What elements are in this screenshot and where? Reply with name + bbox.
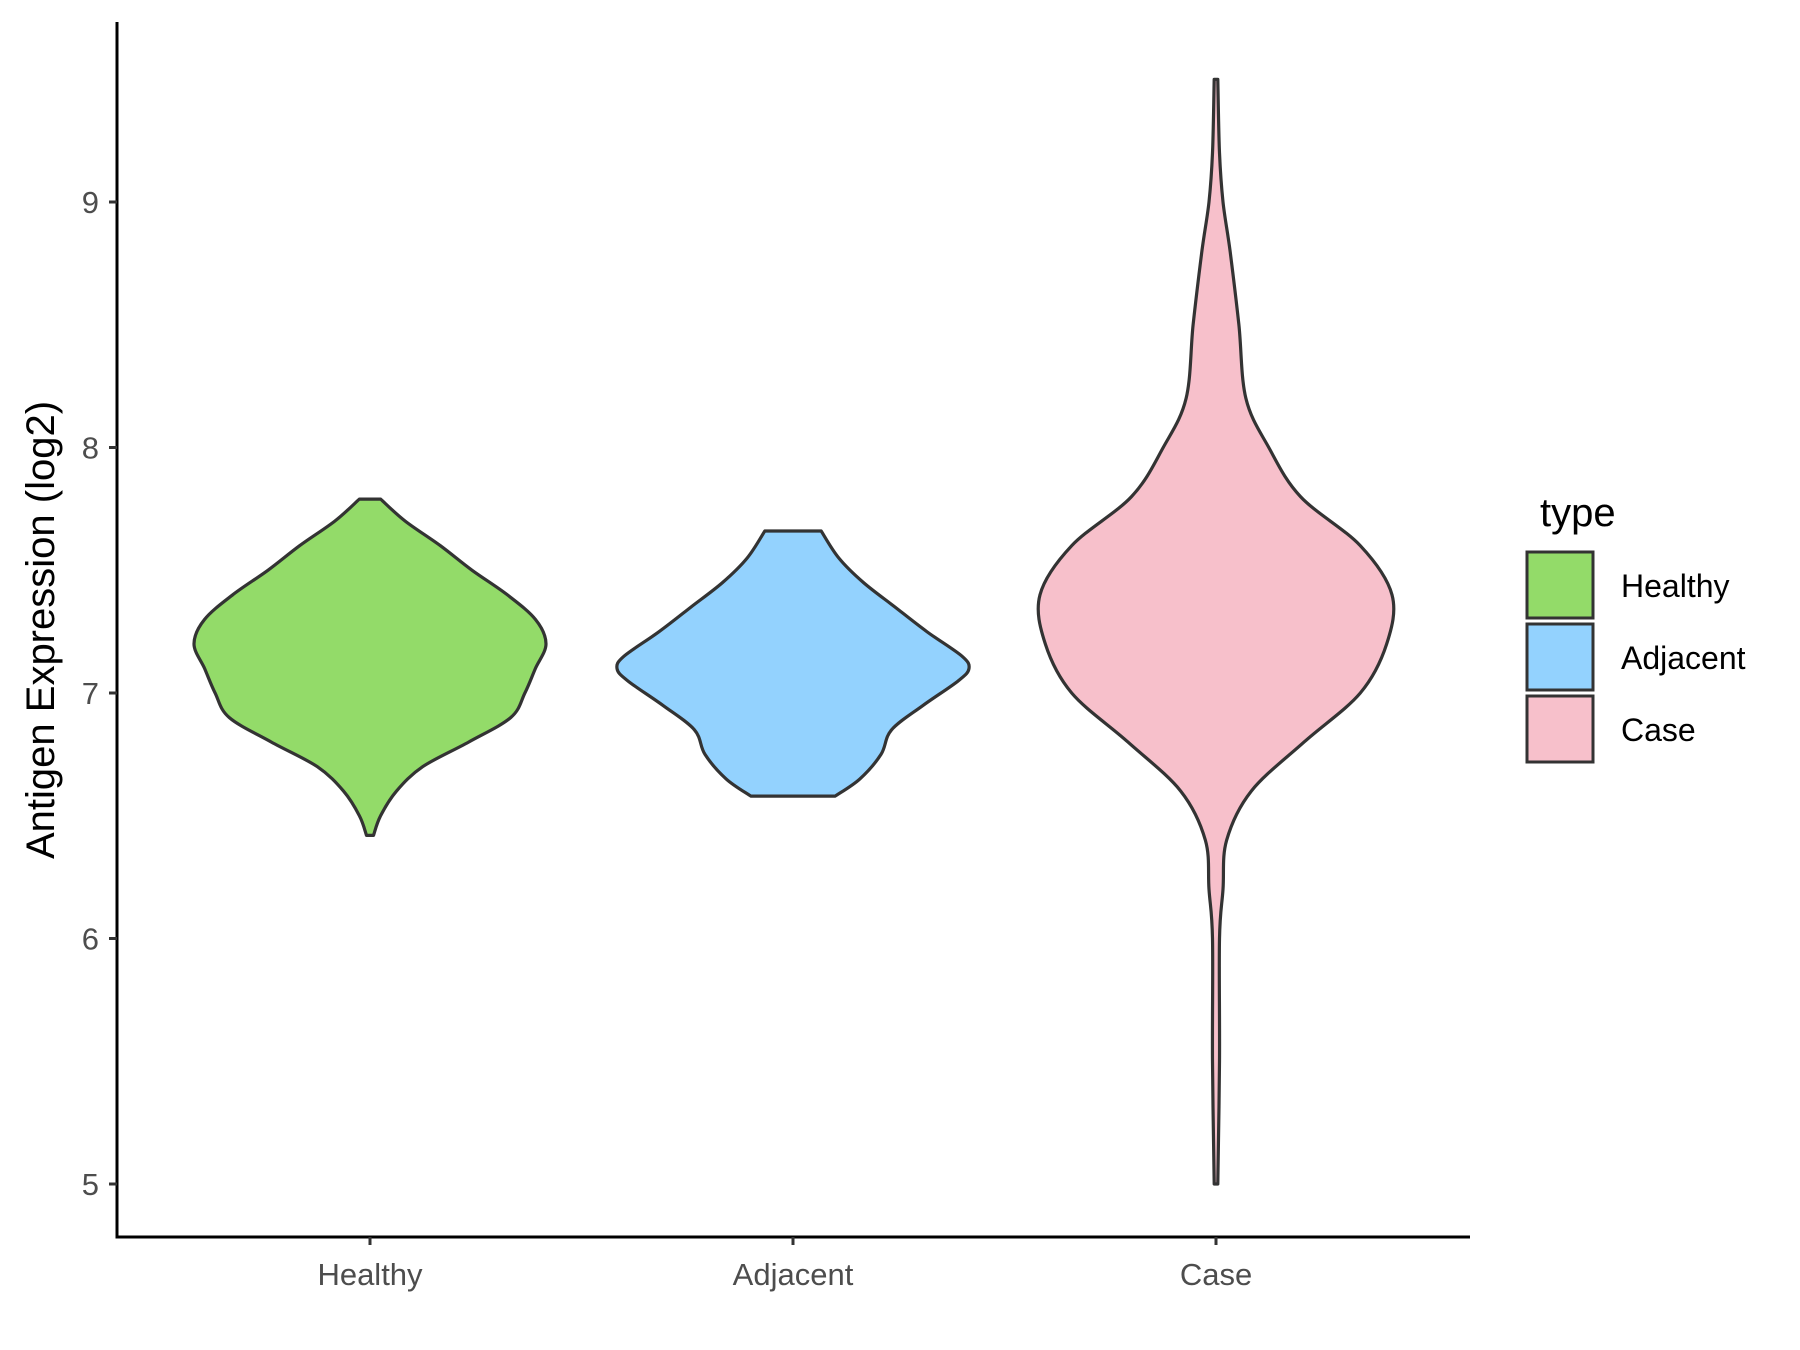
legend-key-adjacent: [1525, 622, 1595, 692]
legend-title: type: [1540, 491, 1616, 535]
y-tick-label: 5: [82, 1167, 99, 1202]
legend: type Healthy Adjacent Case: [1525, 491, 1746, 764]
x-tick-label-adjacent: Adjacent: [733, 1257, 854, 1292]
y-ticks: 5 6 7 8 9: [82, 185, 117, 1202]
y-tick-label: 7: [82, 676, 99, 711]
x-tick-label-case: Case: [1180, 1257, 1252, 1292]
violin-case: [1036, 77, 1396, 1186]
x-tick-label-healthy: Healthy: [317, 1257, 423, 1292]
y-tick-label: 9: [82, 185, 99, 220]
legend-key-case: [1525, 694, 1595, 764]
violin-healthy: [192, 497, 548, 837]
legend-label-case: Case: [1621, 712, 1696, 748]
y-axis-title: Antigen Expression (log2): [19, 401, 63, 859]
legend-label-adjacent: Adjacent: [1621, 640, 1746, 676]
y-tick-label: 8: [82, 431, 99, 466]
violin-adjacent: [615, 529, 971, 798]
legend-key-healthy: [1525, 550, 1595, 620]
y-tick-label: 6: [82, 922, 99, 957]
x-ticks: Healthy Adjacent Case: [317, 1237, 1252, 1292]
violin-group: [192, 77, 1396, 1186]
legend-label-healthy: Healthy: [1621, 568, 1730, 604]
